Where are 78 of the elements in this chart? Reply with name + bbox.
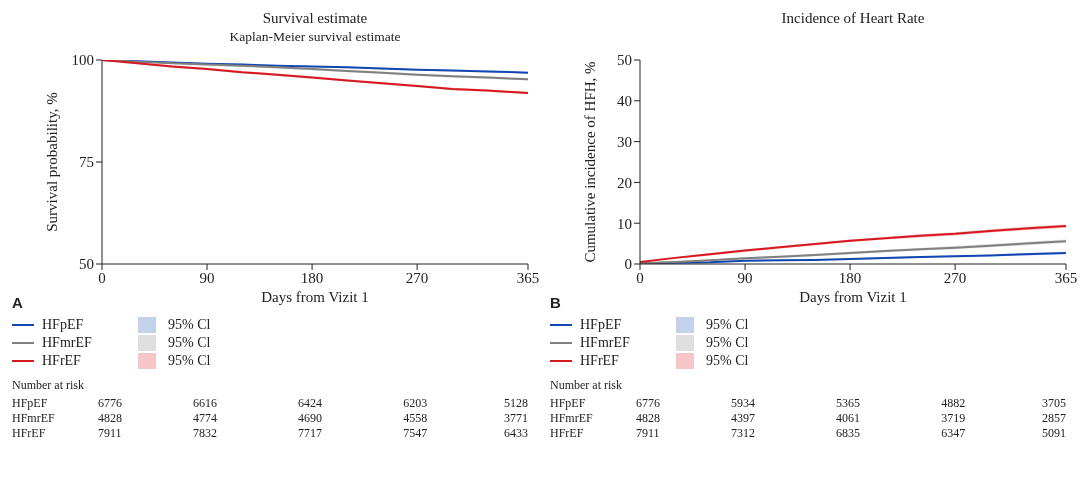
text: 6203 <box>403 396 428 411</box>
legend-label: HFmrEF <box>42 335 93 351</box>
text: 5365 <box>836 396 861 411</box>
text: 95% Cl <box>168 353 211 369</box>
legend-label: HFpEF <box>580 317 623 333</box>
chart-title: Incidence of Heart Rate <box>780 9 926 28</box>
x-tick-label: 270 <box>943 269 967 286</box>
text: 6424 <box>298 396 323 411</box>
legend-label: HFmrEF <box>580 335 631 351</box>
x-tick-label: 0 <box>636 269 644 286</box>
y-axis-title: Survival probability, % <box>44 92 61 232</box>
text: 5934 <box>731 396 756 411</box>
text: HFrEF <box>12 426 46 441</box>
text: 3705 <box>1042 396 1066 411</box>
text: 3719 <box>941 411 966 426</box>
text: 7312 <box>731 426 756 441</box>
text: B <box>550 294 561 311</box>
text: 95% Cl <box>168 335 211 351</box>
chart-subtitle: Kaplan-Meier survival estimate <box>228 28 402 46</box>
text: 3771 <box>504 411 528 426</box>
text: 6616 <box>193 396 218 411</box>
x-tick-label: 0 <box>98 269 106 286</box>
text: 5091 <box>1042 426 1066 441</box>
y-axis-title: Cumulative incidence of HFH, % <box>582 61 599 263</box>
text: 4774 <box>193 411 218 426</box>
text: 4061 <box>836 411 861 426</box>
text: HFmrEF <box>12 411 55 426</box>
text: 4828 <box>98 411 122 426</box>
text: HFpEF <box>550 396 586 411</box>
text: 6776 <box>636 396 660 411</box>
text: A <box>12 294 23 311</box>
text: 6835 <box>836 426 861 441</box>
y-tick-label: 30 <box>617 133 632 150</box>
text: 95% Cl <box>706 317 749 333</box>
text: 7911 <box>636 426 660 441</box>
x-axis-title: Days from Vizit 1 <box>799 289 907 305</box>
text: 7547 <box>403 426 428 441</box>
text: 4558 <box>403 411 428 426</box>
text: 4828 <box>636 411 660 426</box>
y-tick-label: 20 <box>617 174 632 191</box>
x-tick-label: 180 <box>838 269 862 286</box>
y-tick-label: 40 <box>617 93 632 110</box>
text: 4397 <box>731 411 756 426</box>
text: 5128 <box>504 396 528 411</box>
y-tick-label: 75 <box>79 154 94 171</box>
x-tick-label: 270 <box>405 269 429 286</box>
chart-title: Survival estimate <box>261 9 369 28</box>
y-tick-label: 10 <box>617 215 632 232</box>
legend-label: HFrEF <box>42 353 82 369</box>
text: Number at risk <box>549 378 623 393</box>
text: 2857 <box>1042 411 1066 426</box>
x-axis-title: Days from Vizit 1 <box>261 289 369 305</box>
x-tick-label: 90 <box>737 269 753 286</box>
text: HFrEF <box>550 426 584 441</box>
text: 6433 <box>504 426 528 441</box>
text: HFpEF <box>12 396 48 411</box>
y-tick-label: 50 <box>79 256 94 273</box>
x-tick-label: 365 <box>1054 269 1078 286</box>
text: 95% Cl <box>168 317 211 333</box>
y-tick-label: 0 <box>624 256 632 273</box>
legend-label: HFrEF <box>580 353 620 369</box>
text: 95% Cl <box>706 335 749 351</box>
text: 7832 <box>193 426 218 441</box>
text: 6776 <box>98 396 122 411</box>
text: 4690 <box>298 411 323 426</box>
text: 7911 <box>98 426 122 441</box>
text: 6347 <box>941 426 966 441</box>
y-tick-label: 50 <box>617 52 632 69</box>
text: HFmrEF <box>550 411 593 426</box>
text: 4882 <box>941 396 966 411</box>
x-tick-label: 365 <box>516 269 540 286</box>
text: 95% Cl <box>706 353 749 369</box>
text: Number at risk <box>11 378 85 393</box>
x-tick-label: 90 <box>199 269 215 286</box>
x-tick-label: 180 <box>300 269 324 286</box>
text: 7717 <box>298 426 323 441</box>
y-tick-label: 100 <box>71 52 94 69</box>
legend-label: HFpEF <box>42 317 85 333</box>
